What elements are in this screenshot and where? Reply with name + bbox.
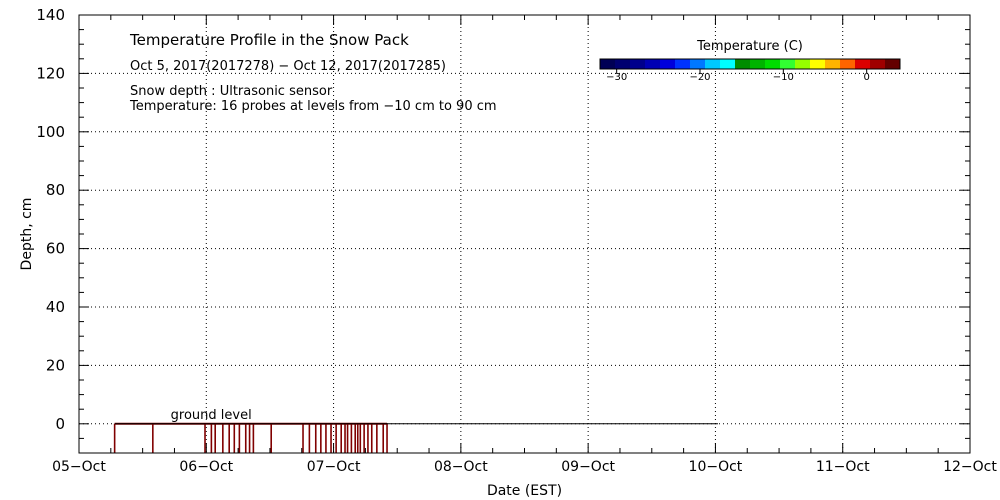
colorbar-tick-label: −30 (606, 72, 627, 83)
y-tick-label: 60 (46, 240, 65, 258)
y-tick-label: 140 (36, 6, 65, 24)
colorbar-cell (840, 59, 856, 69)
y-tick-label: 100 (36, 123, 65, 141)
x-tick-label: 12−Oct (943, 459, 997, 475)
colorbar-cell (795, 59, 811, 69)
colorbar-ticks: −30 −20 −10 0 (606, 69, 870, 83)
x-tick-label: 05−Oct (52, 459, 106, 475)
colorbar-cell (765, 59, 781, 69)
x-tick-label: 11−Oct (816, 459, 870, 475)
colorbar-cell (645, 59, 661, 69)
y-tick-label: 120 (36, 64, 65, 82)
colorbar-cell (810, 59, 826, 69)
snow-depth-bars (113, 422, 388, 453)
chart-title: Temperature Profile in the Snow Pack (129, 31, 409, 49)
colorbar-cell (720, 59, 736, 69)
colorbar-cell (600, 59, 616, 69)
x-tick-label: 10−Oct (689, 459, 743, 475)
y-tick-labels: 0 20 40 60 80 100 120 140 (36, 6, 65, 433)
colorbar-cell (615, 59, 631, 69)
x-tick-label: 08−Oct (434, 459, 488, 475)
x-tick-labels: 05−Oct 06−Oct 07−Oct 08−Oct 09−Oct 10−Oct 11−O… (52, 459, 997, 475)
colorbar-cell (780, 59, 796, 69)
colorbar-cell (870, 59, 886, 69)
y-tick-label: 80 (46, 181, 65, 199)
colorbar-tick-label: 0 (863, 72, 869, 83)
y-tick-label: 20 (46, 356, 65, 374)
x-tick-label: 09−Oct (561, 459, 615, 475)
colorbar-cell (735, 59, 751, 69)
colorbar-cell (750, 59, 766, 69)
colorbar-cell (825, 59, 841, 69)
colorbar-cell (630, 59, 646, 69)
colorbar-cell (885, 59, 901, 69)
y-axis-label: Depth, cm (19, 198, 35, 271)
note-temperature-probes: Temperature: 16 probes at levels from −1… (129, 99, 497, 114)
colorbar-cell (855, 59, 871, 69)
y-tick-label: 40 (46, 298, 65, 316)
x-axis-label: Date (EST) (487, 483, 562, 499)
note-snow-depth-sensor: Snow depth : Ultrasonic sensor (130, 84, 333, 99)
ground-level-label: ground level (171, 408, 252, 423)
axis-ticks (78, 14, 971, 454)
colorbar-frame (599, 58, 901, 70)
x-tick-label: 06−Oct (179, 459, 233, 475)
y-tick-label: 0 (55, 415, 65, 433)
colorbar-tick-label: −20 (689, 72, 710, 83)
colorbar-tick-label: −10 (773, 72, 794, 83)
colorbar-cell (675, 59, 691, 69)
temperature-colorbar: Temperature (C) −30 −20 −10 0 (599, 39, 901, 83)
colorbar-title: Temperature (C) (696, 39, 803, 54)
chart-date-range: Oct 5, 2017(2017278) − Oct 12, 2017(2017… (130, 59, 446, 74)
colorbar-cell (705, 59, 721, 69)
colorbar-cells (600, 59, 901, 69)
colorbar-cell (660, 59, 676, 69)
colorbar-cell (690, 59, 706, 69)
x-tick-label: 07−Oct (307, 459, 361, 475)
